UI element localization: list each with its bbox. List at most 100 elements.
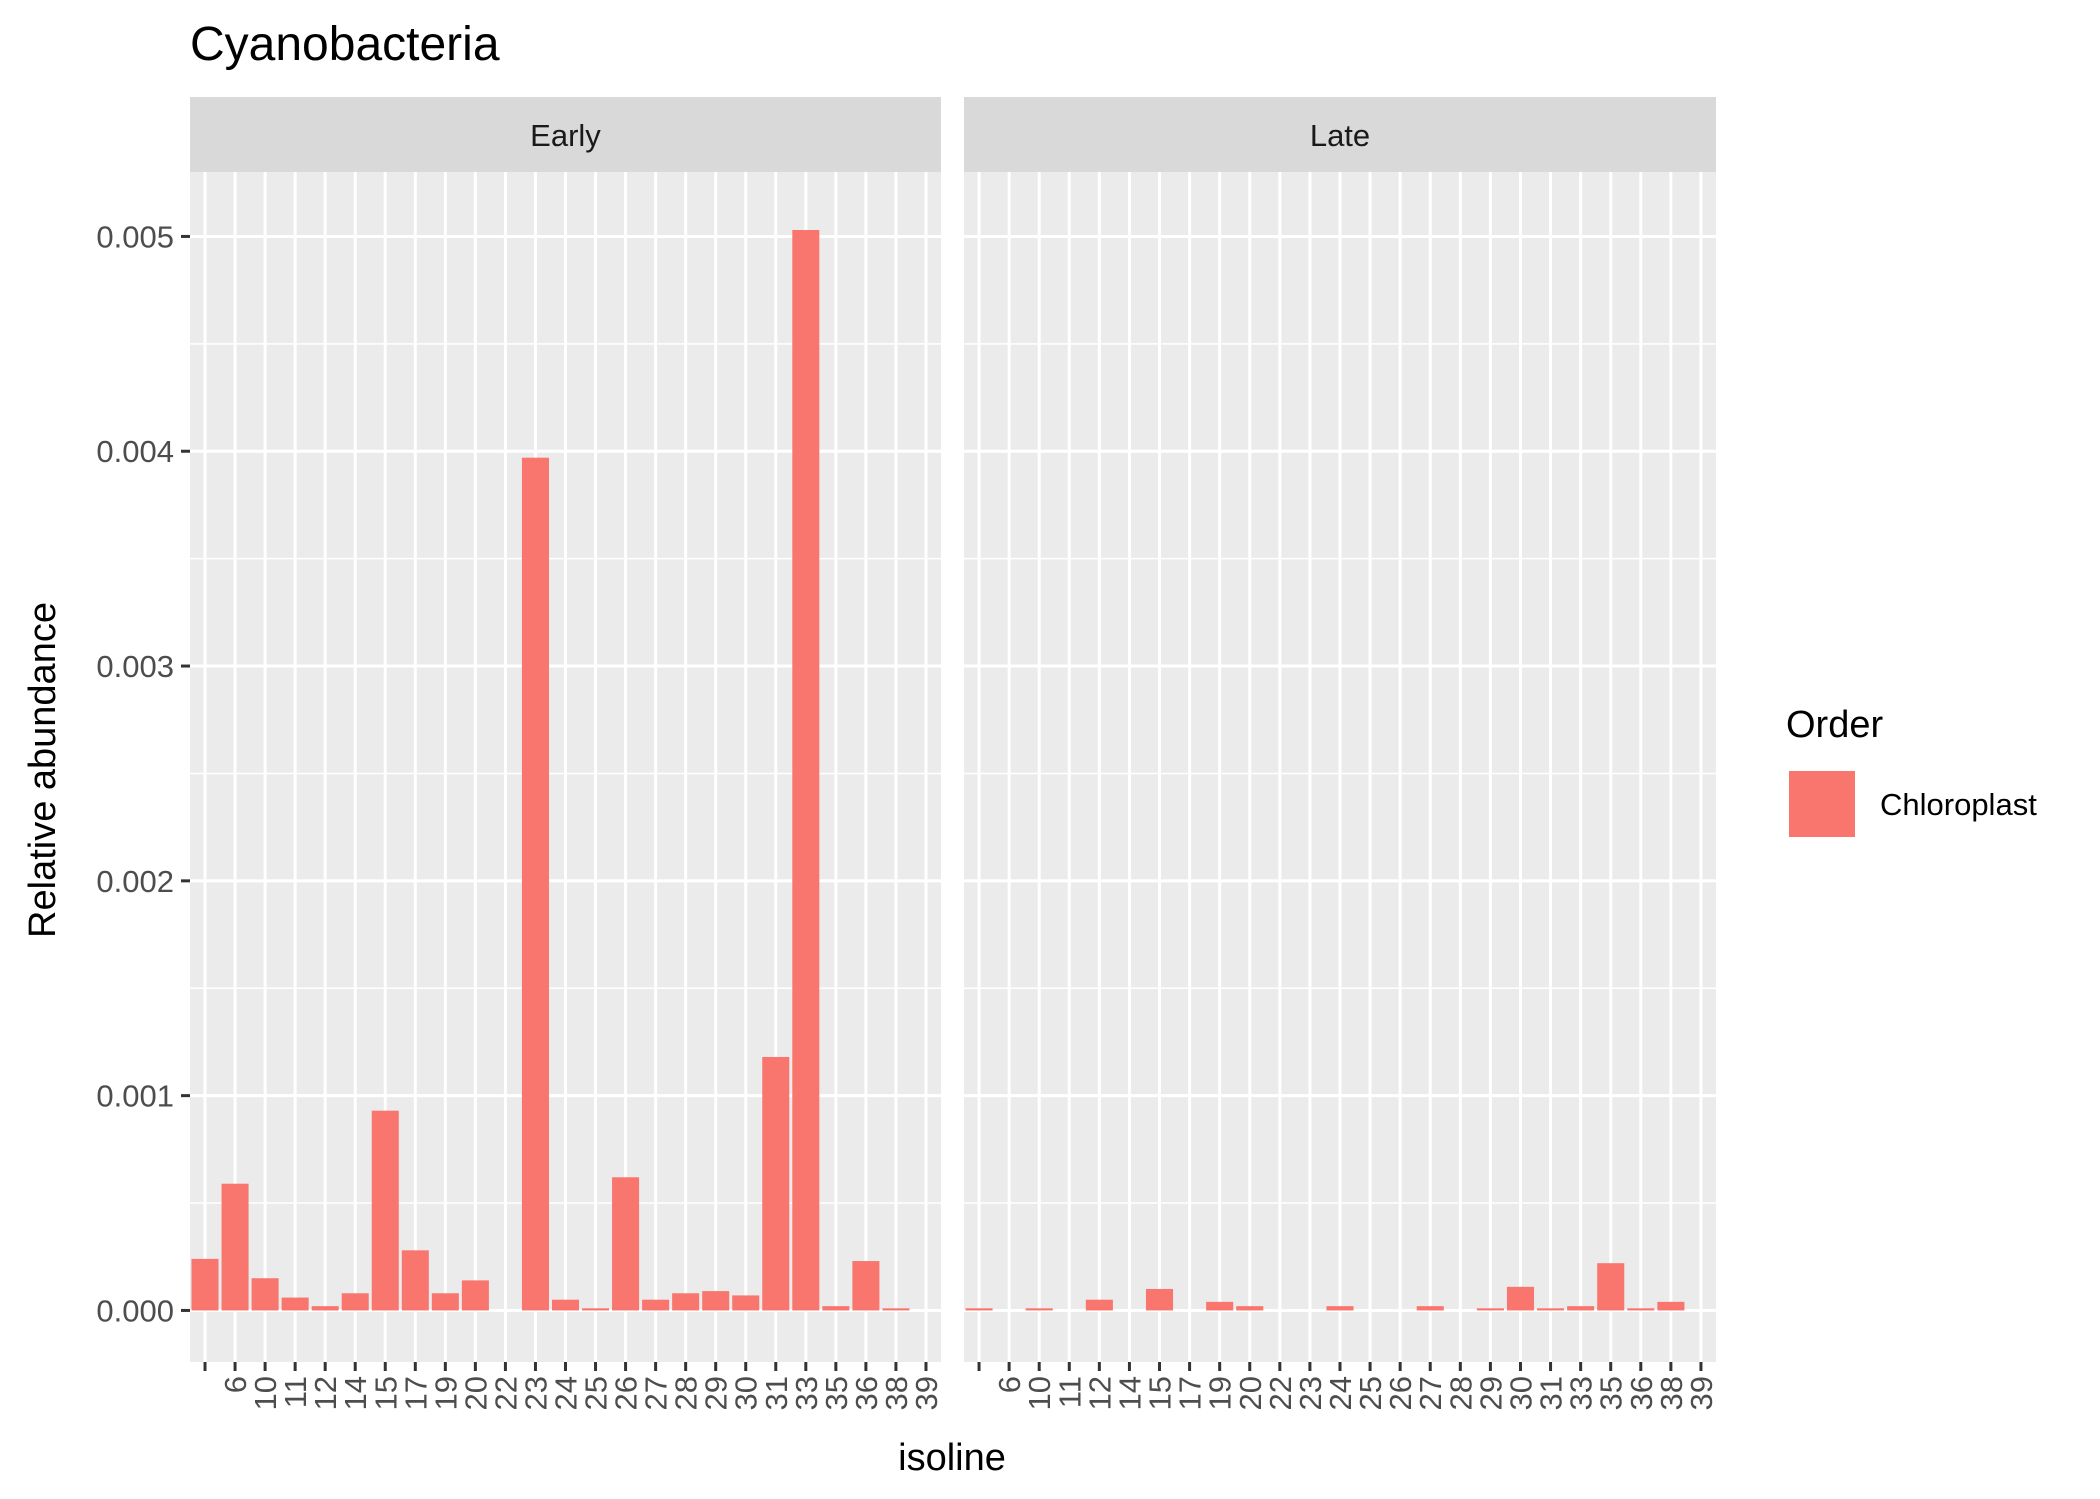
bar-late-2 (1025, 1308, 1053, 1311)
bar-late-15 (1416, 1306, 1444, 1311)
bar-early-11 (521, 457, 549, 1311)
x-tick-label: 10 (1022, 1376, 1057, 1410)
bar-early-13 (582, 1308, 610, 1311)
x-tick-label: 33 (1564, 1376, 1599, 1410)
bar-late-18 (1506, 1286, 1535, 1311)
bar-late-21 (1597, 1263, 1625, 1311)
bar-early-16 (672, 1293, 700, 1311)
x-tick-label: 12 (1082, 1376, 1117, 1410)
bar-early-17 (702, 1291, 730, 1311)
bar-late-22 (1627, 1308, 1655, 1311)
legend-title: Order (1786, 704, 1883, 746)
x-tick-label: 35 (819, 1376, 854, 1410)
x-tick-label: 20 (1233, 1376, 1268, 1410)
facet-panels: Early61011121415171920222324252627282930… (190, 97, 1719, 1410)
x-tick-label: 23 (518, 1376, 553, 1410)
legend-label-chloroplast: Chloroplast (1880, 787, 2037, 822)
x-tick-label: 24 (549, 1376, 584, 1410)
x-tick-label: 22 (488, 1376, 523, 1410)
y-tick-label: 0.005 (96, 219, 174, 254)
y-tick-label: 0.003 (96, 649, 174, 684)
y-tick-label: 0.001 (96, 1079, 174, 1114)
bar-early-23 (882, 1308, 910, 1311)
bar-early-19 (762, 1056, 790, 1311)
bar-early-1 (221, 1183, 249, 1311)
x-tick-label: 25 (1353, 1376, 1388, 1410)
legend-key-chloroplast (1787, 769, 1857, 839)
y-axis-label: Relative abundance (22, 602, 64, 938)
x-tick-label: 24 (1323, 1376, 1358, 1410)
x-tick-label: 11 (1052, 1376, 1087, 1408)
bar-early-21 (822, 1306, 850, 1311)
x-tick-label: 14 (1112, 1376, 1147, 1410)
x-tick-label: 31 (759, 1376, 794, 1410)
x-tick-label: 29 (1473, 1376, 1508, 1410)
facet-strip (964, 97, 1716, 172)
facet-panel-early: Early 61011121415171920222324252627282930… (190, 97, 944, 1410)
y-tick-label: 0.002 (96, 864, 174, 899)
x-tick-label: 28 (669, 1376, 704, 1410)
x-tick-label: 35 (1594, 1376, 1629, 1410)
x-tick-label: 27 (1413, 1376, 1448, 1410)
x-tick-label: 19 (1203, 1376, 1238, 1410)
x-tick-label: 15 (368, 1376, 403, 1410)
bar-early-18 (732, 1295, 760, 1311)
bar-late-9 (1236, 1306, 1264, 1311)
bar-early-3 (281, 1297, 309, 1311)
facet-strip (190, 97, 941, 172)
x-tick-label: 39 (1684, 1376, 1719, 1410)
bar-late-0 (965, 1308, 993, 1311)
x-tick-label: 31 (1534, 1376, 1569, 1410)
bar-early-8 (431, 1293, 459, 1311)
x-tick-label: 6 (992, 1376, 1027, 1393)
facet-strip-label: Late (1310, 118, 1370, 153)
bar-late-8 (1206, 1301, 1234, 1311)
bar-late-17 (1476, 1308, 1504, 1311)
chart-title: Cyanobacteria (190, 18, 500, 71)
x-tick-label: 38 (1654, 1376, 1689, 1410)
x-tick-label: 33 (789, 1376, 824, 1410)
bar-late-20 (1567, 1306, 1595, 1311)
x-tick-label: 26 (609, 1376, 644, 1410)
x-tick-label: 39 (909, 1376, 944, 1410)
bar-early-15 (642, 1299, 670, 1311)
x-tick-label: 29 (699, 1376, 734, 1410)
bar-early-2 (251, 1278, 279, 1311)
facet-strip-label: Early (530, 118, 601, 153)
x-tick-label: 11 (278, 1376, 313, 1408)
bar-early-9 (461, 1280, 489, 1311)
x-tick-label: 17 (398, 1376, 433, 1410)
x-tick-label: 27 (639, 1376, 674, 1410)
bar-early-6 (371, 1110, 399, 1311)
x-tick-label: 15 (1143, 1376, 1178, 1410)
x-tick-label: 30 (729, 1376, 764, 1410)
bar-early-22 (852, 1261, 880, 1311)
x-tick-label: 36 (849, 1376, 884, 1410)
y-tick-label: 0.000 (96, 1293, 174, 1328)
x-tick-label: 25 (579, 1376, 614, 1410)
x-tick-label: 30 (1503, 1376, 1538, 1410)
bar-late-6 (1145, 1288, 1174, 1311)
x-tick-label: 20 (458, 1376, 493, 1410)
x-tick-label: 14 (338, 1376, 373, 1410)
x-tick-label: 36 (1624, 1376, 1659, 1410)
bar-late-4 (1085, 1299, 1113, 1311)
bar-early-20 (792, 229, 820, 1311)
bar-late-19 (1537, 1308, 1565, 1311)
x-tick-label: 23 (1293, 1376, 1328, 1410)
bar-early-14 (612, 1177, 640, 1311)
x-tick-label: 22 (1263, 1376, 1298, 1410)
x-tick-label: 6 (218, 1376, 253, 1393)
legend: Order Chloroplast (1786, 704, 2037, 839)
x-tick-label: 26 (1383, 1376, 1418, 1410)
x-tick-label: 28 (1443, 1376, 1478, 1410)
x-tick-label: 17 (1173, 1376, 1208, 1410)
x-axis-label: isoline (898, 1437, 1006, 1479)
x-tick-label: 19 (428, 1376, 463, 1410)
bar-early-12 (551, 1299, 580, 1311)
bar-early-7 (401, 1250, 429, 1311)
bar-late-12 (1326, 1306, 1354, 1311)
facet-panel-late: Late610111214151719202223242526272829303… (964, 97, 1719, 1410)
x-tick-label: 12 (308, 1376, 343, 1410)
